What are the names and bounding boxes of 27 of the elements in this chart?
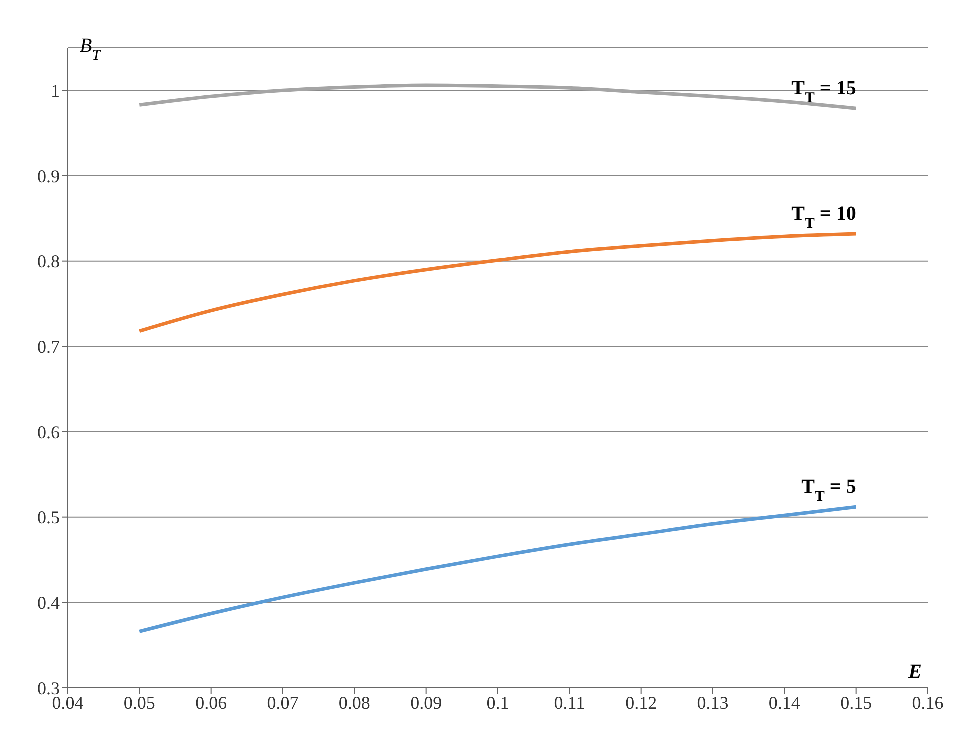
x-tick-label: 0.14: [768, 692, 800, 713]
x-tick-label: 0.09: [410, 692, 442, 713]
x-tick-label: 0.08: [338, 692, 370, 713]
y-tick-label: 0.8: [38, 252, 60, 272]
x-tick-label: 0.15: [840, 692, 872, 713]
x-tick-label: 0.07: [267, 692, 299, 713]
y-tick-label: 0.3: [38, 678, 60, 698]
y-tick-label: 0.4: [38, 593, 60, 614]
y-tick-label: 1: [51, 81, 60, 102]
y-tick-label: 0.7: [38, 337, 60, 358]
y-tick-label: 0.9: [38, 166, 60, 186]
x-tick-label: 0.13: [697, 692, 729, 713]
x-tick-label: 0.16: [912, 692, 944, 713]
x-tick-label: 0.12: [626, 692, 658, 713]
x-axis-title: E: [908, 661, 922, 683]
x-tick-label: 0.11: [554, 692, 586, 713]
line-series: [138, 505, 858, 634]
x-tick-label: 0.05: [124, 692, 156, 713]
series-label: T$_{T}$ = 10: [792, 203, 856, 232]
y-tick-label: 0.5: [38, 508, 60, 528]
series-label: T$_{T}$ = 5: [802, 476, 856, 506]
line-series: [138, 232, 858, 334]
y-tick-label: 0.6: [38, 422, 60, 442]
series-label: T$_{T}$ = 15: [792, 78, 856, 107]
x-tick-label: 0.06: [196, 692, 228, 713]
x-tick-label: 0.1: [486, 692, 510, 713]
y-axis-title: B$_{T}$: [80, 35, 102, 64]
